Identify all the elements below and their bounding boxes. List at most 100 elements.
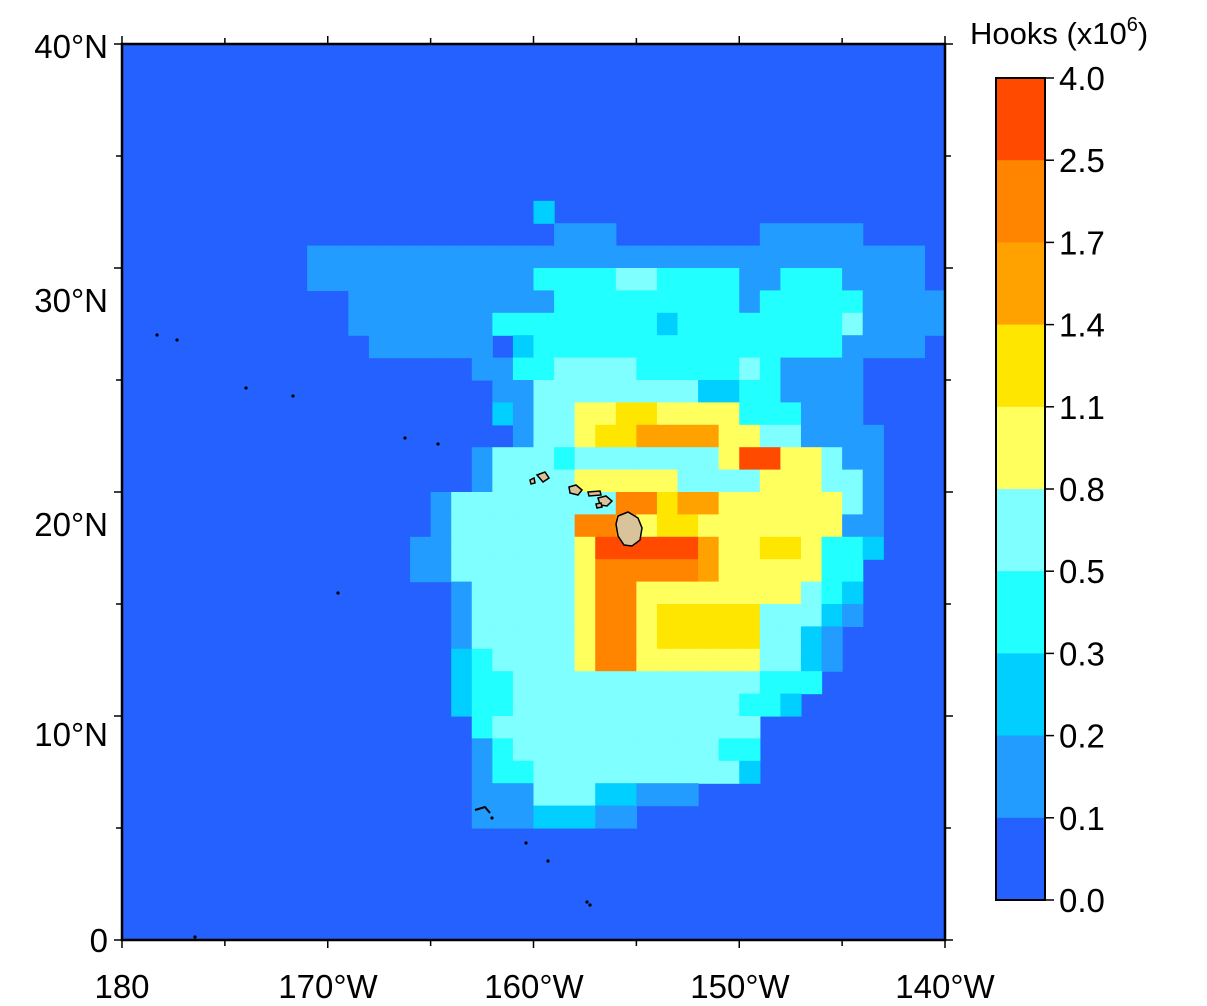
- heatmap-cell: [368, 290, 391, 314]
- heatmap-cell: [759, 536, 781, 560]
- heatmap-cell: [492, 693, 514, 717]
- heatmap-cell: [512, 581, 535, 605]
- heatmap-cell: [780, 671, 802, 695]
- heatmap-cell: [615, 716, 637, 739]
- legend-title-main: Hooks (x10: [970, 16, 1127, 51]
- heatmap-cell: [718, 626, 740, 650]
- heatmap-cell: [512, 424, 535, 448]
- heatmap-cell: [698, 760, 720, 784]
- heatmap-cell: [471, 514, 493, 538]
- heatmap-cell: [471, 290, 493, 314]
- heatmap-cell: [471, 648, 493, 672]
- heatmap-cell: [842, 424, 864, 448]
- heatmap-cell: [677, 604, 699, 627]
- heatmap-cell: [492, 805, 514, 829]
- heatmap-cell: [533, 492, 555, 515]
- heatmap-cell: [554, 604, 576, 627]
- heatmap-cell: [512, 626, 535, 650]
- heatmap-cell: [739, 245, 761, 269]
- heatmap-cell: [821, 402, 843, 426]
- heatmap-cell: [759, 671, 781, 695]
- x-tick-label-170w: 170°W: [278, 968, 378, 1005]
- heatmap-cell: [862, 268, 884, 291]
- heatmap-cell: [718, 693, 740, 717]
- heatmap-cell: [842, 536, 864, 560]
- heatmap-cell: [636, 783, 658, 807]
- heatmap-cell: [410, 245, 432, 269]
- heatmap-cell: [698, 245, 720, 269]
- heatmap-cell: [471, 716, 493, 739]
- heatmap-cell: [698, 290, 720, 314]
- heatmap-cell: [677, 738, 699, 762]
- colorbar-swatch: [996, 160, 1045, 243]
- heatmap-cell: [451, 671, 473, 695]
- heatmap-cell: [883, 312, 905, 336]
- heatmap-cell: [636, 424, 658, 448]
- heatmap-cell: [677, 760, 699, 784]
- y-tick-label-30n: 30°N: [34, 282, 108, 319]
- heatmap-cell: [615, 805, 637, 829]
- heatmap-cell: [759, 245, 781, 269]
- heatmap-cell: [718, 245, 740, 269]
- heatmap-cell: [698, 380, 720, 403]
- heatmap-cell: [471, 559, 493, 583]
- heatmap-cell: [554, 402, 576, 426]
- heatmap-cell: [574, 424, 596, 448]
- heatmap-cell: [656, 536, 679, 560]
- heatmap-cell: [636, 380, 658, 403]
- heatmap-cell: [533, 424, 555, 448]
- heatmap-cell: [595, 738, 617, 762]
- heatmap-cell: [903, 245, 926, 269]
- heatmap-cell: [595, 223, 617, 247]
- heatmap-cell: [677, 402, 699, 426]
- heatmap-cell: [554, 514, 576, 538]
- heatmap-cell: [615, 357, 637, 381]
- heatmap-cell: [574, 805, 596, 829]
- heatmap-cell: [512, 716, 535, 739]
- heatmap-cell: [821, 357, 843, 381]
- heatmap-cell: [595, 783, 617, 807]
- heatmap-cell: [739, 581, 761, 605]
- heatmap-cell: [368, 268, 391, 291]
- heatmap-cell: [718, 604, 740, 627]
- heatmap-cell: [554, 268, 576, 291]
- heatmap-cell: [780, 693, 802, 717]
- heatmap-cell: [307, 268, 329, 291]
- heatmap-cell: [656, 245, 679, 269]
- heatmap-cell: [512, 536, 535, 560]
- small-island-dot: [193, 935, 197, 939]
- small-island-dot: [155, 333, 159, 337]
- heatmap-cell: [821, 268, 843, 291]
- colorbar-swatch: [996, 571, 1045, 654]
- small-island-dot: [490, 816, 494, 820]
- heatmap-cell: [883, 268, 905, 291]
- heatmap-cell: [430, 492, 452, 515]
- small-island-dot: [524, 841, 528, 845]
- heatmap-cell: [739, 559, 761, 583]
- heatmap-cell: [800, 581, 823, 605]
- heatmap-cell: [821, 290, 843, 314]
- heatmap-cell: [533, 648, 555, 672]
- heatmap-cell: [471, 492, 493, 515]
- heatmap-cell: [595, 626, 617, 650]
- heatmap-cell: [677, 783, 699, 807]
- island-molokai: [587, 490, 602, 497]
- heatmap-cell: [656, 738, 679, 762]
- heatmap-cell: [574, 402, 596, 426]
- heatmap-cell: [677, 559, 699, 583]
- heatmap-cell: [554, 738, 576, 762]
- heatmap-cell: [656, 783, 679, 807]
- colorbar-label: 0.1: [1059, 800, 1105, 837]
- heatmap-cell: [780, 312, 802, 336]
- heatmap-cell: [554, 245, 576, 269]
- heatmap-cell: [698, 268, 720, 291]
- heatmap-cell: [574, 648, 596, 672]
- heatmap-cell: [348, 245, 370, 269]
- heatmap-cell: [471, 335, 493, 359]
- heatmap-cell: [718, 447, 740, 471]
- heatmap-cell: [842, 469, 864, 493]
- heatmap-cell: [698, 693, 720, 717]
- heatmap-cell: [677, 626, 699, 650]
- heatmap-cell: [759, 581, 781, 605]
- heatmap-cell: [615, 268, 637, 291]
